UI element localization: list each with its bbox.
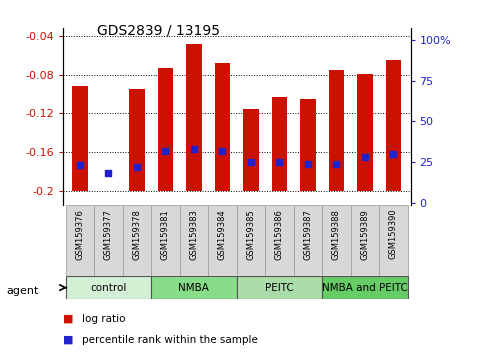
Bar [237, 276, 322, 299]
Text: GSM159376: GSM159376 [75, 209, 85, 260]
Bar [379, 205, 408, 276]
Bar [66, 276, 151, 299]
Point [133, 164, 141, 170]
Bar [72, 86, 88, 191]
Text: agent: agent [6, 286, 39, 296]
Text: GSM159387: GSM159387 [303, 209, 313, 260]
Text: GSM159377: GSM159377 [104, 209, 113, 260]
Text: ■: ■ [63, 314, 73, 324]
Bar [351, 205, 379, 276]
Bar [151, 205, 180, 276]
Text: GSM159385: GSM159385 [246, 209, 256, 259]
Bar [129, 89, 145, 191]
Text: GSM159388: GSM159388 [332, 209, 341, 260]
Bar [271, 97, 287, 191]
Point [104, 171, 112, 176]
Text: PEITC: PEITC [265, 282, 294, 293]
Text: GSM159383: GSM159383 [189, 209, 199, 260]
Bar [66, 205, 94, 276]
Point [247, 159, 255, 165]
Text: NMBA: NMBA [179, 282, 209, 293]
Point [276, 159, 284, 165]
Bar [322, 276, 408, 299]
Text: ■: ■ [63, 335, 73, 345]
Text: NMBA and PEITC: NMBA and PEITC [322, 282, 408, 293]
Bar [265, 205, 294, 276]
Point [333, 161, 341, 166]
Text: log ratio: log ratio [82, 314, 126, 324]
Bar [214, 63, 230, 191]
Bar [328, 70, 344, 191]
Point [361, 154, 369, 160]
Text: GDS2839 / 13195: GDS2839 / 13195 [97, 23, 220, 37]
Text: GSM159381: GSM159381 [161, 209, 170, 259]
Bar [385, 60, 401, 191]
Point [190, 146, 198, 152]
Bar [243, 109, 259, 191]
Point [390, 151, 398, 157]
Text: percentile rank within the sample: percentile rank within the sample [82, 335, 258, 345]
Text: GSM159386: GSM159386 [275, 209, 284, 260]
Bar [151, 276, 237, 299]
Text: control: control [90, 282, 127, 293]
Text: GSM159378: GSM159378 [132, 209, 142, 260]
Text: GSM159390: GSM159390 [389, 209, 398, 259]
Bar [94, 205, 123, 276]
Bar [157, 68, 173, 191]
Bar [294, 205, 322, 276]
Point [161, 148, 169, 154]
Bar [322, 205, 351, 276]
Bar [237, 205, 265, 276]
Bar [300, 99, 316, 191]
Point [304, 161, 312, 166]
Bar [208, 205, 237, 276]
Bar [180, 205, 208, 276]
Text: GSM159384: GSM159384 [218, 209, 227, 259]
Bar [186, 44, 202, 191]
Point [218, 148, 226, 154]
Bar [123, 205, 151, 276]
Bar [357, 74, 373, 191]
Text: GSM159389: GSM159389 [360, 209, 369, 259]
Point [76, 162, 84, 168]
